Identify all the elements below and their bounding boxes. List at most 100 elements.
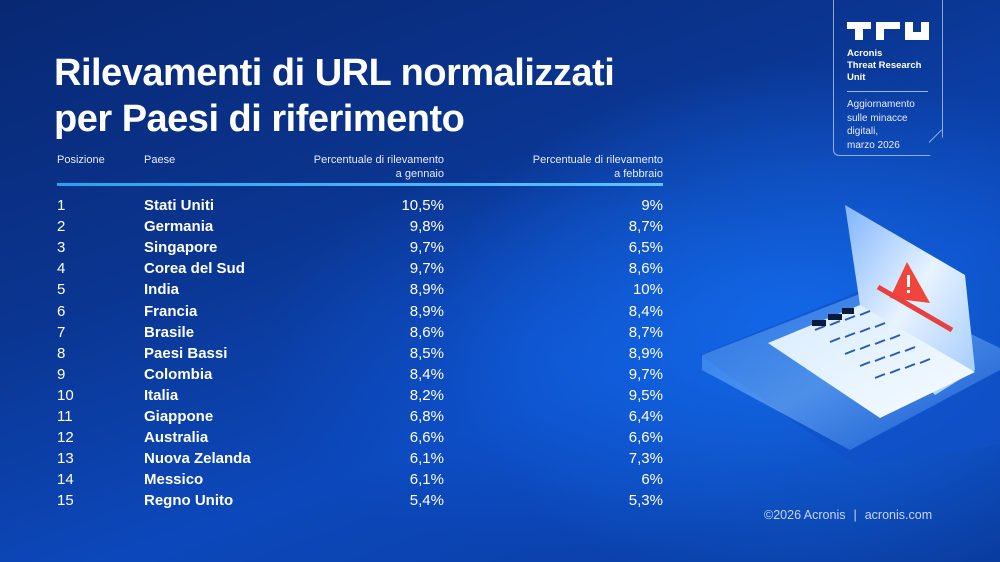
update-label: Aggiornamento sulle minacce digitali, ma… xyxy=(847,98,915,152)
row-january: 6,6% xyxy=(409,429,444,447)
update-line: sulle minacce xyxy=(847,112,908,124)
tru-logo-icon xyxy=(847,22,929,40)
row-country: Colombia xyxy=(144,365,213,383)
row-country: India xyxy=(144,281,180,299)
table-row: 13 Nuova Zelanda 6,1% 7,3% xyxy=(57,448,663,469)
row-january: 6,1% xyxy=(409,450,444,468)
header-january-line2: a gennaio xyxy=(395,168,444,180)
row-position: 8 xyxy=(57,344,66,362)
table-row: 10 Italia 8,2% 9,5% xyxy=(57,385,663,406)
row-position: 2 xyxy=(57,218,66,236)
table-row: 15 Regno Unito 5,4% 5,3% xyxy=(57,490,663,511)
header-position: Posizione xyxy=(57,154,105,166)
org-line: Threat Research xyxy=(847,60,922,71)
update-line: marzo 2026 xyxy=(847,139,900,151)
row-country: Corea del Sud xyxy=(144,260,245,278)
title-line-1: Rilevamenti di URL normalizzati xyxy=(54,52,615,94)
row-country: Brasile xyxy=(144,323,195,341)
copyright-text: ©2026 Acronis xyxy=(764,508,846,522)
table-header: Posizione Paese Percentuale di rilevamen… xyxy=(57,153,663,183)
row-january: 9,8% xyxy=(409,218,444,236)
row-february: 8,7% xyxy=(628,323,663,341)
row-january: 9,7% xyxy=(409,239,444,257)
row-position: 11 xyxy=(57,407,73,425)
table-row: 1 Stati Uniti 10,5% 9% xyxy=(57,195,663,216)
row-january: 5,4% xyxy=(409,492,444,510)
table-row: 7 Brasile 8,6% 8,7% xyxy=(57,322,663,343)
country-detection-table: Posizione Paese Percentuale di rilevamen… xyxy=(57,153,663,511)
laptop-warning-icon xyxy=(700,205,1000,465)
table-row: 9 Colombia 8,4% 9,7% xyxy=(57,364,663,385)
tru-unit-name: Acronis Threat Research Unit xyxy=(847,48,921,84)
table-row: 11 Giappone 6,8% 6,4% xyxy=(57,406,663,427)
row-february: 5,3% xyxy=(628,492,663,510)
tru-badge-frame xyxy=(833,0,943,156)
row-february: 7,3% xyxy=(628,450,663,468)
row-february: 10% xyxy=(632,281,663,299)
row-january: 8,9% xyxy=(409,302,444,320)
header-divider xyxy=(57,183,663,186)
row-position: 6 xyxy=(57,302,66,320)
row-january: 8,9% xyxy=(409,281,444,299)
table-row: 14 Messico 6,1% 6% xyxy=(57,469,663,490)
row-february: 8,4% xyxy=(628,302,663,320)
row-january: 6,1% xyxy=(409,471,444,489)
row-position: 5 xyxy=(57,281,66,299)
page-title: Rilevamenti di URL normalizzati per Paes… xyxy=(54,50,615,142)
header-february-line1: Percentuale di rilevamento xyxy=(532,154,663,166)
row-february: 6,5% xyxy=(628,239,663,257)
org-line: Acronis xyxy=(847,48,883,59)
row-position: 13 xyxy=(57,450,74,468)
row-february: 8,6% xyxy=(628,260,663,278)
badge-divider xyxy=(847,91,928,92)
row-country: Messico xyxy=(144,471,204,489)
row-country: Nuova Zelanda xyxy=(144,450,251,468)
row-position: 14 xyxy=(57,471,74,489)
row-country: Giappone xyxy=(144,407,214,425)
row-position: 3 xyxy=(57,239,66,257)
header-january: Percentuale di rilevamento a gennaio xyxy=(304,153,444,183)
header-country: Paese xyxy=(144,154,176,166)
row-country: Francia xyxy=(144,302,198,320)
header-february-line2: a febbraio xyxy=(614,168,663,180)
table-row: 6 Francia 8,9% 8,4% xyxy=(57,300,663,321)
row-country: Germania xyxy=(144,218,214,236)
row-february: 9,5% xyxy=(628,386,663,404)
row-february: 6,4% xyxy=(628,407,663,425)
org-line: Unit xyxy=(847,72,866,83)
row-position: 15 xyxy=(57,492,74,510)
update-line: Aggiornamento xyxy=(847,99,915,110)
row-position: 12 xyxy=(57,429,74,447)
row-january: 6,8% xyxy=(409,407,444,425)
footer: ©2026 Acronis | acronis.com xyxy=(764,508,932,522)
row-january: 8,5% xyxy=(409,344,444,362)
row-country: Stati Uniti xyxy=(144,197,214,215)
row-february: 9% xyxy=(641,197,663,215)
header-february: Percentuale di rilevamento a febbraio xyxy=(444,153,663,183)
row-country: Italia xyxy=(144,386,179,404)
row-country: Singapore xyxy=(144,239,218,257)
row-position: 10 xyxy=(57,386,74,404)
table-row: 5 India 8,9% 10% xyxy=(57,279,663,300)
update-line: digitali, xyxy=(847,126,879,137)
row-country: Australia xyxy=(144,429,209,447)
row-january: 8,2% xyxy=(409,386,444,404)
row-position: 4 xyxy=(57,260,66,278)
table-row: 8 Paesi Bassi 8,5% 8,9% xyxy=(57,343,663,364)
table-row: 4 Corea del Sud 9,7% 8,6% xyxy=(57,258,663,279)
row-january: 10,5% xyxy=(401,197,444,215)
row-january: 9,7% xyxy=(409,260,444,278)
row-position: 9 xyxy=(57,365,66,383)
table-row: 2 Germania 9,8% 8,7% xyxy=(57,216,663,237)
table-row: 3 Singapore 9,7% 6,5% xyxy=(57,237,663,258)
row-february: 8,7% xyxy=(628,218,663,236)
row-january: 8,4% xyxy=(409,365,444,383)
header-january-line1: Percentuale di rilevamento xyxy=(313,154,444,166)
table-body: 1 Stati Uniti 10,5% 9% 2 Germania 9,8% 8,7% 3 Sin… xyxy=(57,195,663,511)
title-line-2: per Paesi di riferimento xyxy=(54,98,465,140)
row-february: 6% xyxy=(641,471,663,489)
table-row: 12 Australia 6,6% 6,6% xyxy=(57,427,663,448)
row-position: 1 xyxy=(57,197,66,215)
row-january: 8,6% xyxy=(409,323,444,341)
row-country: Paesi Bassi xyxy=(144,344,228,362)
